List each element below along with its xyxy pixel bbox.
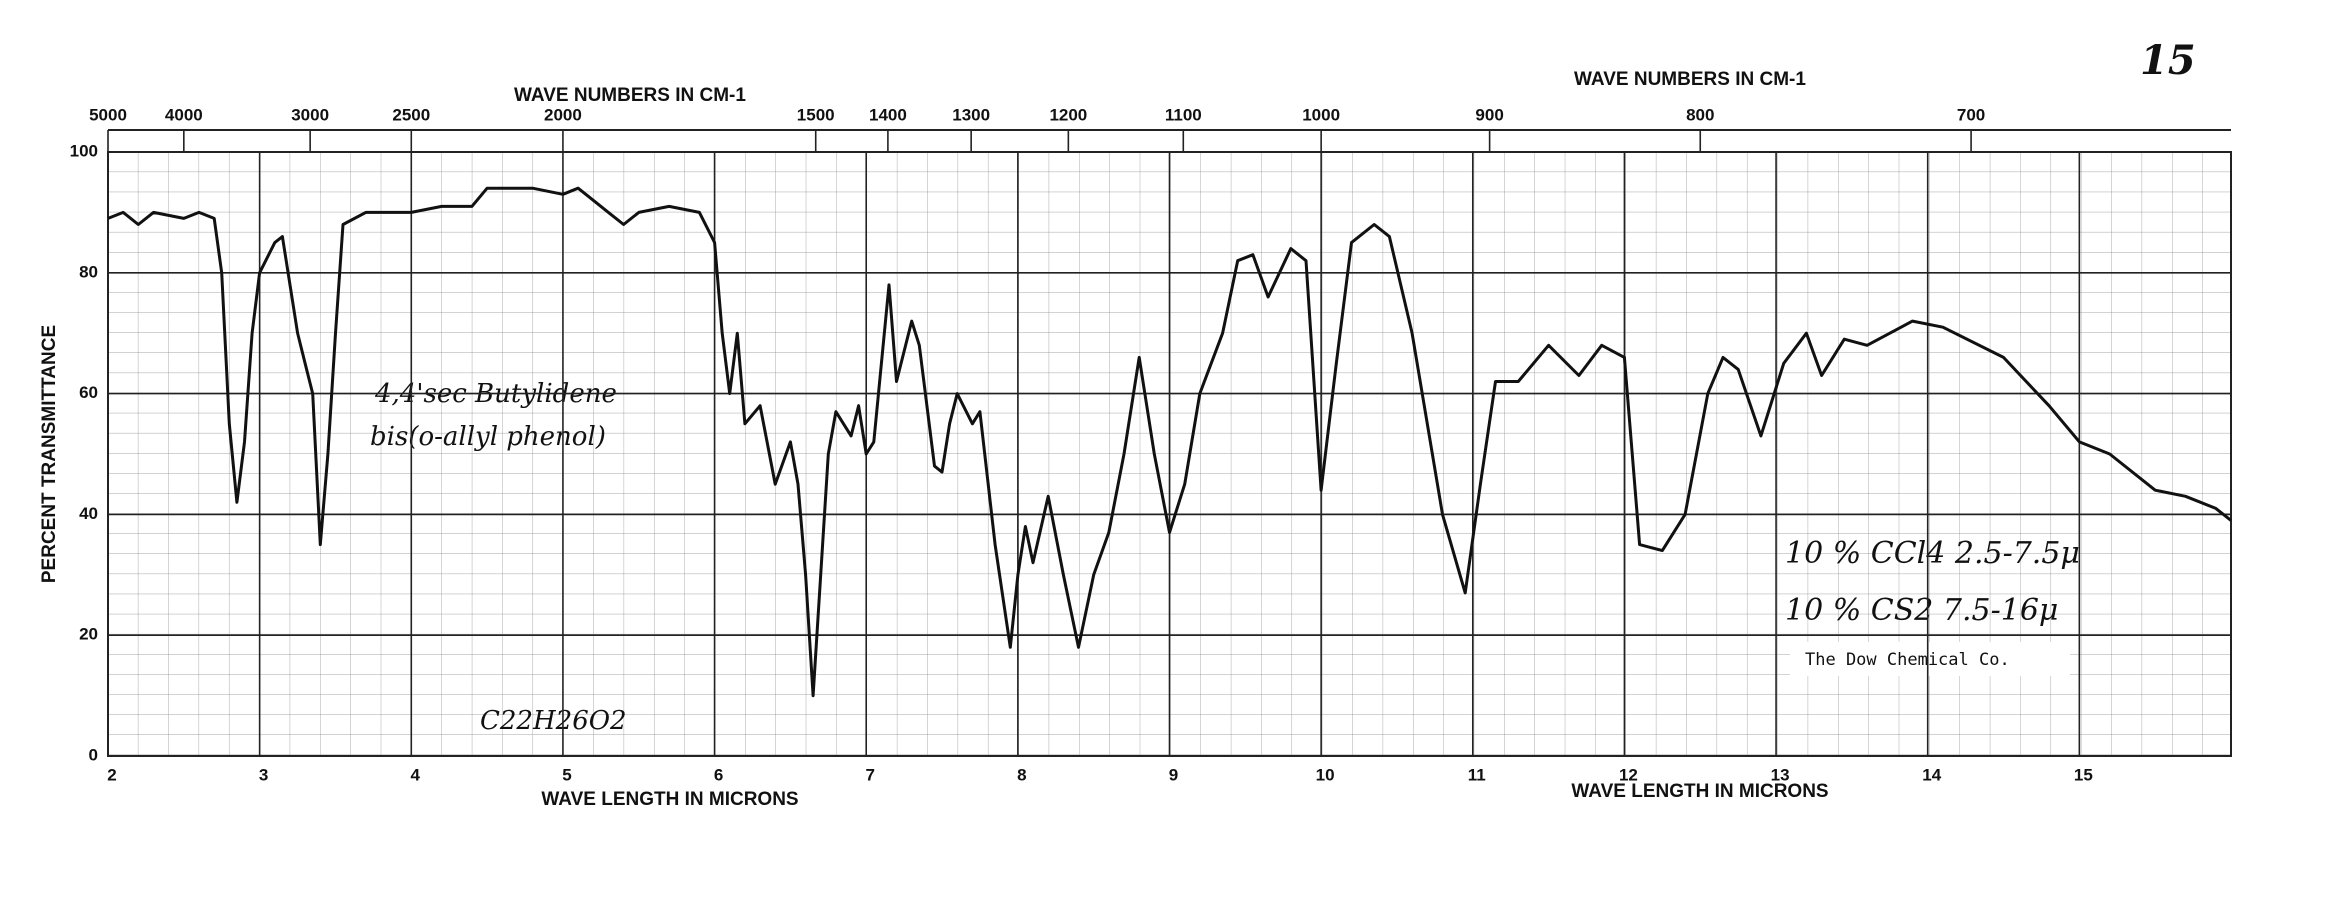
- y-axis-label: PERCENT TRANSMITTANCE: [39, 325, 60, 583]
- x2-tick-label: 700: [1957, 105, 1985, 124]
- x2-tick-label: 5000: [89, 105, 127, 124]
- x-tick-label: 14: [1922, 765, 1941, 784]
- x2-axis-label: WAVE NUMBERS IN CM-1: [1574, 69, 1806, 90]
- x2-tick-label: 800: [1686, 105, 1714, 124]
- y-tick-label: 20: [79, 625, 98, 644]
- annotation: 10 % CCl4 2.5-7.5μ: [1785, 536, 2080, 571]
- x2-tick-label: 1000: [1302, 105, 1340, 124]
- x-tick-label: 8: [1017, 765, 1026, 784]
- x2-tick-label: 900: [1475, 105, 1503, 124]
- x-tick-label: 15: [2074, 765, 2093, 784]
- x-tick-label: 12: [1619, 765, 1638, 784]
- annotation: bis(o-allyl phenol): [370, 422, 606, 452]
- x2-tick-label: 2000: [544, 105, 582, 124]
- x-tick-label: 5: [562, 765, 571, 784]
- x-tick-label: 10: [1316, 765, 1335, 784]
- spectrum-line: [107, 186, 2232, 698]
- x-axis-label: WAVE LENGTH IN MICRONS: [1571, 781, 1828, 802]
- x2-tick-label: 3000: [291, 105, 329, 124]
- y-tick-label: 40: [79, 504, 98, 523]
- y-tick-label: 60: [79, 383, 98, 402]
- x2-tick-label: 1300: [952, 105, 990, 124]
- stamp-box: [1790, 642, 2070, 676]
- x2-tick-label: 1100: [1165, 105, 1202, 124]
- x2-tick-label: 1200: [1049, 105, 1087, 124]
- annotation: C22H26O2: [480, 706, 627, 736]
- annotation: 10 % CS2 7.5-16μ: [1785, 593, 2058, 628]
- x-tick-label: 9: [1169, 765, 1178, 784]
- page-number: 15: [2140, 37, 2196, 84]
- x2-tick-label: 1500: [797, 105, 835, 124]
- x2-tick-label: 2500: [392, 105, 430, 124]
- x2-tick-label: 4000: [165, 105, 203, 124]
- y-tick-label: 100: [70, 141, 98, 160]
- x-axis-label: WAVE LENGTH IN MICRONS: [541, 789, 798, 810]
- x-tick-label: 3: [259, 765, 268, 784]
- x-tick-label: 2: [107, 765, 116, 784]
- y-tick-label: 0: [89, 745, 98, 764]
- x2-tick-label: 1400: [869, 105, 907, 124]
- plot-frame: [107, 151, 2232, 757]
- x-tick-label: 11: [1468, 765, 1486, 784]
- x-tick-label: 7: [865, 765, 874, 784]
- y-tick-label: 80: [79, 262, 98, 281]
- x-tick-label: 4: [411, 765, 421, 784]
- x-tick-label: 6: [714, 765, 723, 784]
- x2-axis-label: WAVE NUMBERS IN CM-1: [514, 85, 746, 106]
- x-tick-label: 13: [1771, 765, 1790, 784]
- annotation: The Dow Chemical Co.: [1805, 650, 2010, 670]
